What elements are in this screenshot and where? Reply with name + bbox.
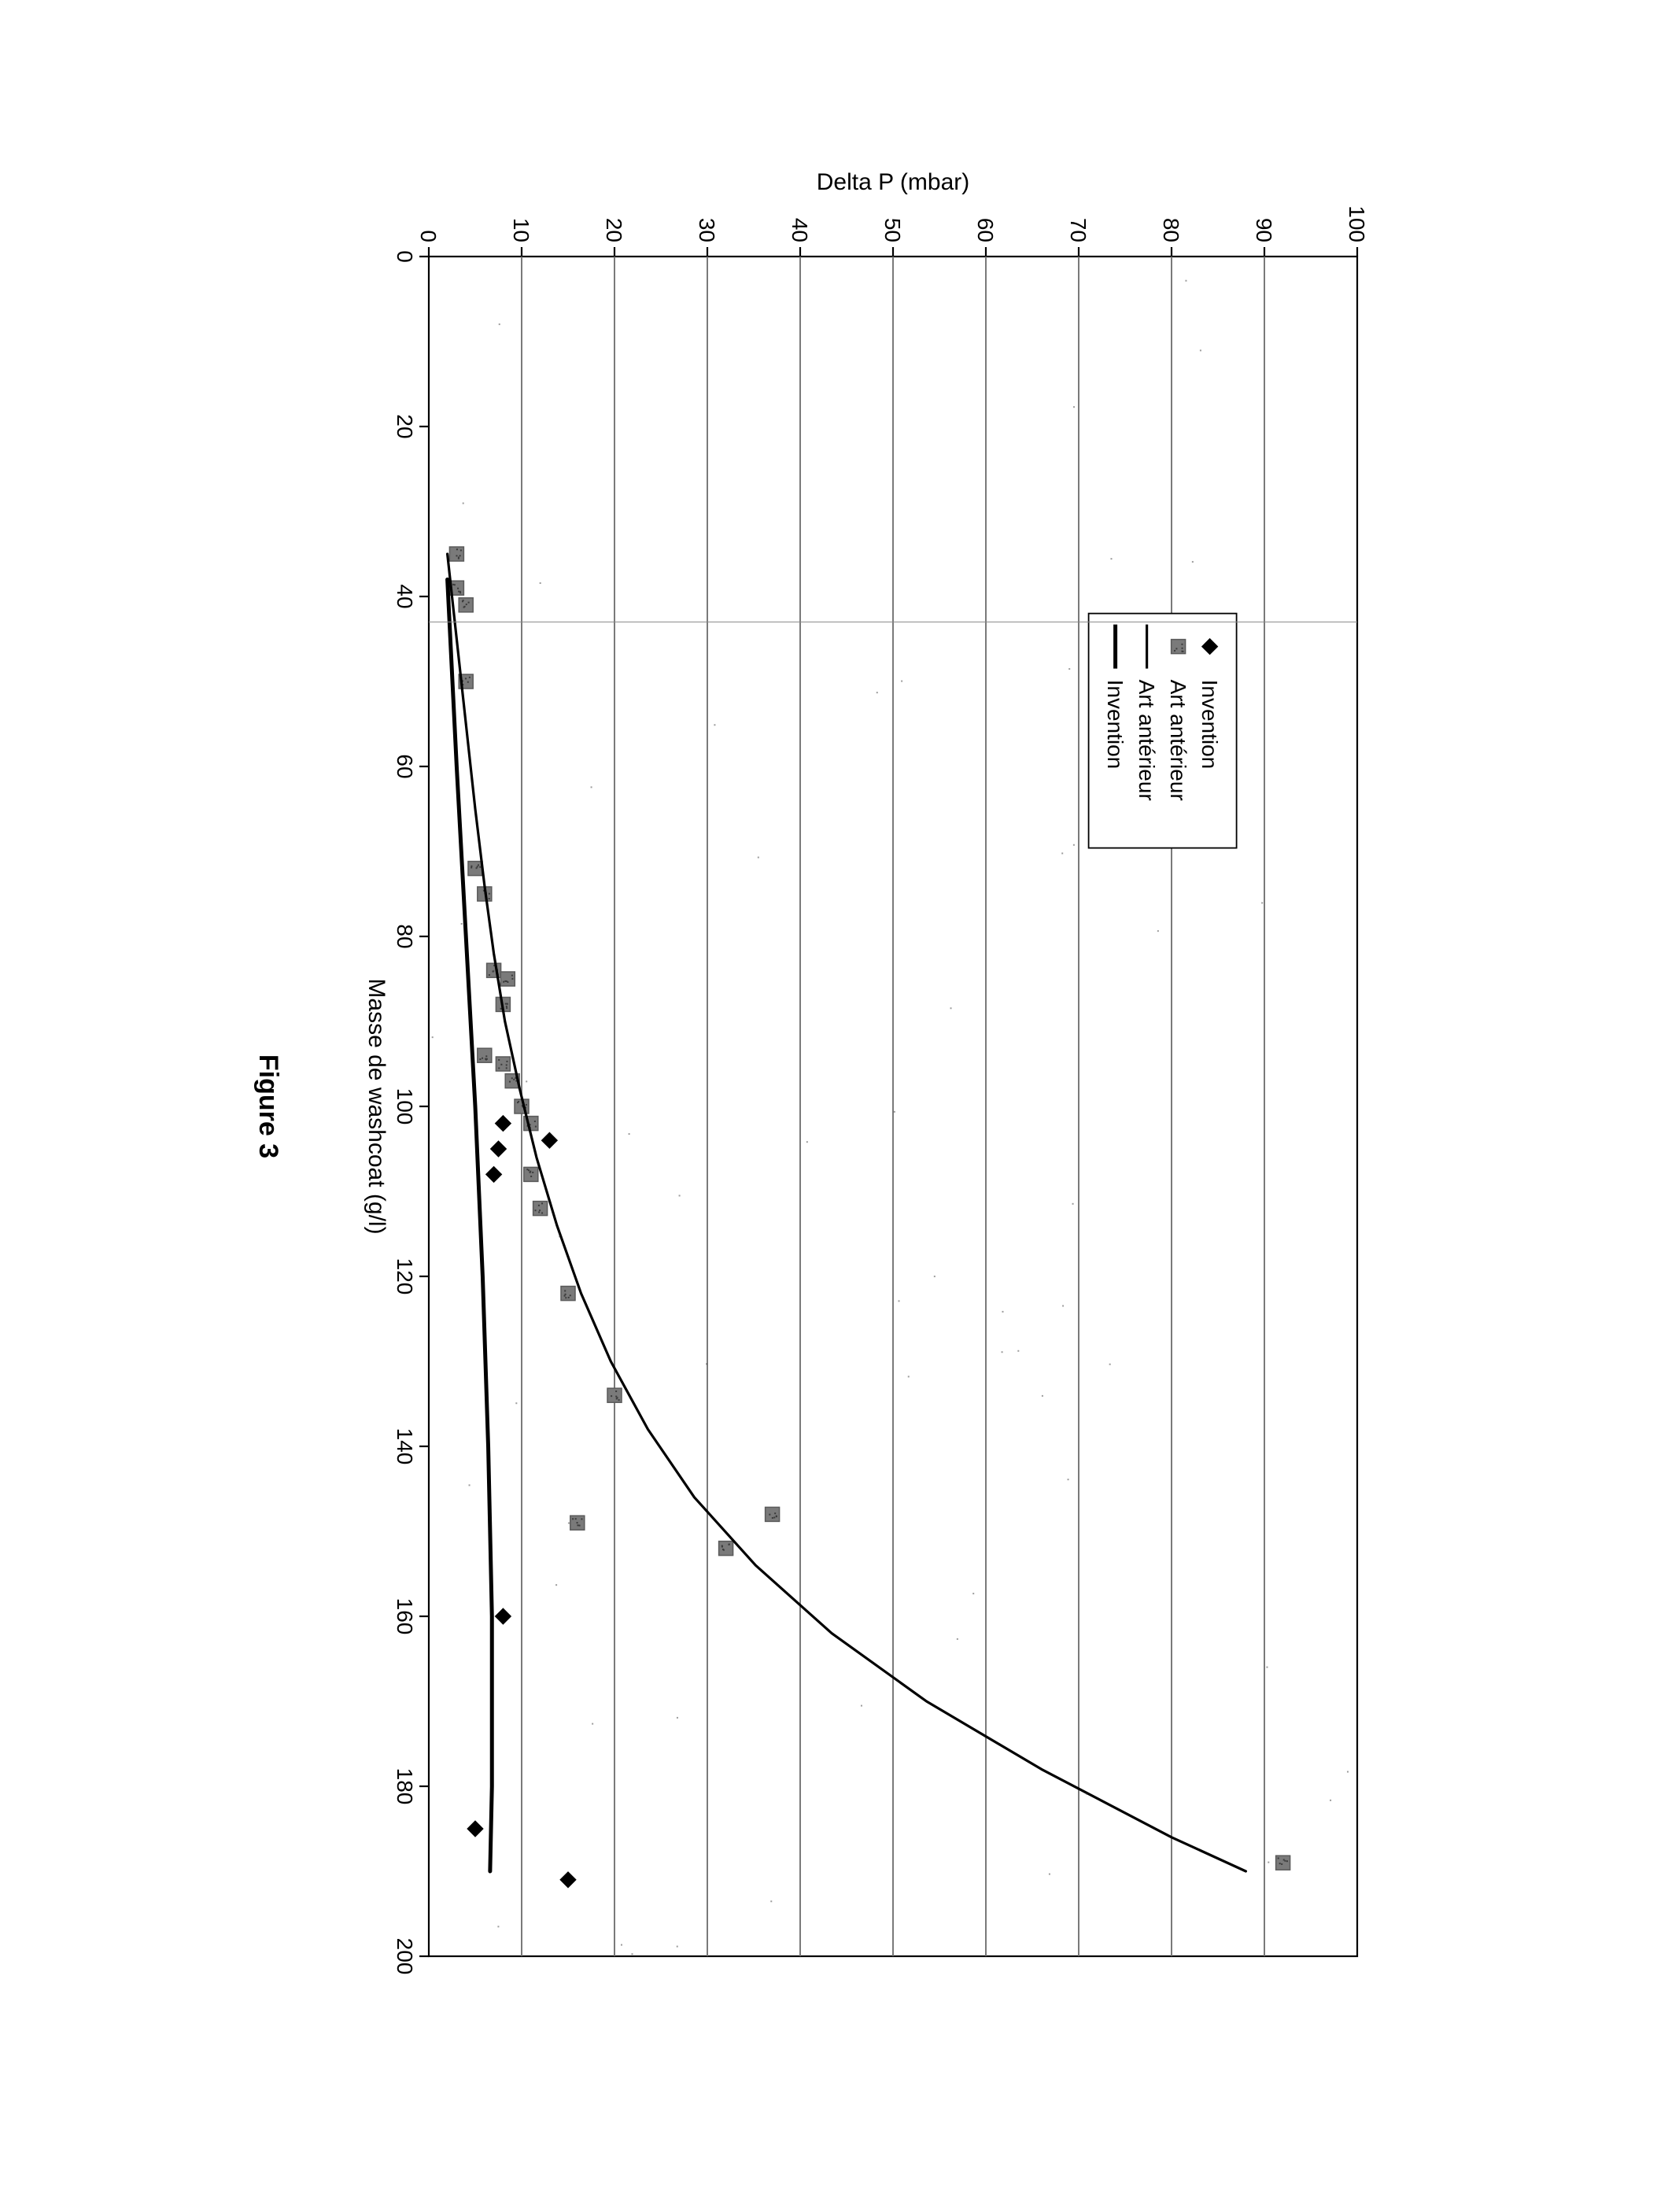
svg-text:100: 100 xyxy=(393,1088,417,1124)
svg-text:70: 70 xyxy=(1066,217,1091,242)
svg-text:160: 160 xyxy=(393,1597,417,1634)
svg-text:Art antérieur: Art antérieur xyxy=(1166,679,1190,800)
svg-text:40: 40 xyxy=(393,584,417,608)
figure-caption: Figure 3 xyxy=(253,138,283,2074)
svg-text:200: 200 xyxy=(393,1937,417,1974)
svg-text:80: 80 xyxy=(393,924,417,948)
svg-text:40: 40 xyxy=(788,217,812,242)
svg-text:120: 120 xyxy=(393,1257,417,1294)
svg-text:Masse de washcoat (g/l): Masse de washcoat (g/l) xyxy=(364,978,389,1234)
svg-text:60: 60 xyxy=(973,217,998,242)
svg-text:80: 80 xyxy=(1159,217,1183,242)
svg-text:Delta P (mbar): Delta P (mbar) xyxy=(817,168,970,194)
svg-text:30: 30 xyxy=(695,217,719,242)
svg-text:60: 60 xyxy=(393,754,417,778)
svg-text:10: 10 xyxy=(509,217,533,242)
svg-text:Art antérieur: Art antérieur xyxy=(1135,679,1159,800)
chart-figure: 0 20 40 60 80 100 120 140 160 180 200 0 10 20 30 40 50 60… xyxy=(287,138,1404,2074)
svg-text:20: 20 xyxy=(602,217,626,242)
svg-text:90: 90 xyxy=(1252,217,1276,242)
svg-text:Invention: Invention xyxy=(1103,679,1127,769)
svg-text:Invention: Invention xyxy=(1198,679,1222,769)
svg-text:100: 100 xyxy=(1345,205,1369,242)
svg-text:0: 0 xyxy=(393,250,417,263)
svg-text:0: 0 xyxy=(416,230,441,242)
svg-text:180: 180 xyxy=(393,1767,417,1804)
svg-text:140: 140 xyxy=(393,1427,417,1464)
svg-text:20: 20 xyxy=(393,414,417,438)
svg-text:50: 50 xyxy=(880,217,905,242)
